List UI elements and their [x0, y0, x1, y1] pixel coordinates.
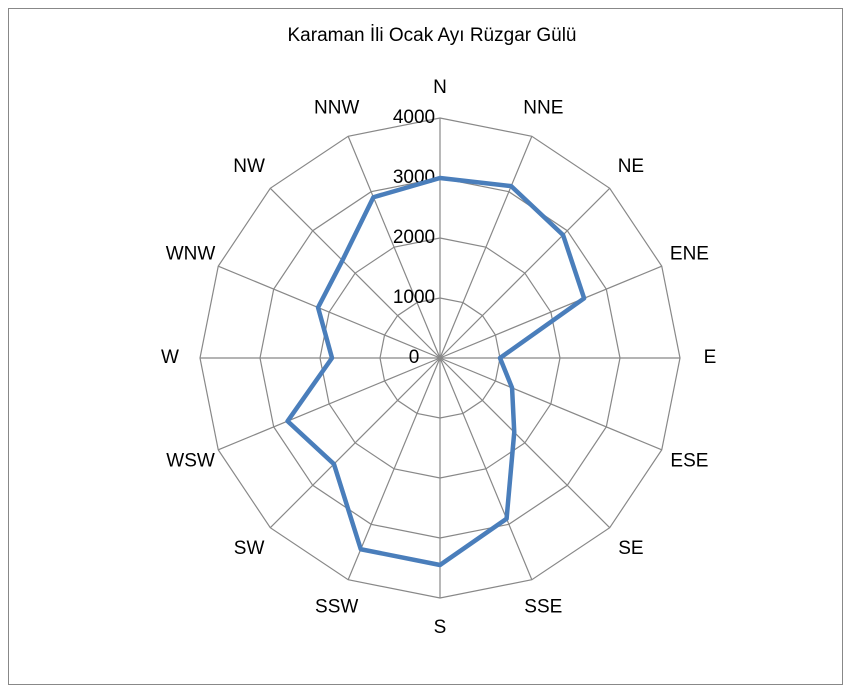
category-label: WSW — [166, 450, 215, 471]
category-label: ENE — [670, 244, 709, 265]
category-label: SSE — [524, 596, 562, 617]
spoke — [439, 136, 533, 359]
category-label: N — [433, 77, 447, 98]
category-label: SSW — [315, 596, 358, 617]
spoke — [347, 136, 441, 359]
category-label: E — [704, 347, 717, 368]
category-label: SW — [234, 538, 265, 559]
category-label: SE — [618, 538, 643, 559]
r-tick-label: 0 — [409, 347, 420, 368]
spoke — [439, 187, 611, 359]
r-tick-label: 4000 — [393, 107, 435, 128]
spoke — [439, 265, 662, 359]
spoke — [269, 357, 441, 529]
category-label: NW — [233, 156, 265, 177]
spoke — [439, 357, 533, 580]
spoke — [269, 187, 441, 359]
category-label: WNW — [166, 244, 216, 265]
spoke — [218, 265, 441, 359]
r-tick-label: 1000 — [393, 287, 435, 308]
spoke — [218, 357, 441, 451]
series-line — [285, 175, 587, 568]
spoke — [439, 357, 662, 451]
category-label: W — [161, 347, 179, 368]
chart-title: Karaman İli Ocak Ayı Rüzgar Gülü — [288, 25, 577, 46]
spoke — [347, 357, 441, 580]
category-label: S — [434, 617, 447, 638]
spoke — [439, 357, 611, 529]
category-label: ESE — [670, 450, 708, 471]
category-label: NNW — [314, 98, 359, 119]
category-label: NNE — [523, 98, 563, 119]
r-tick-label: 2000 — [393, 227, 435, 248]
category-label: NE — [618, 156, 644, 177]
